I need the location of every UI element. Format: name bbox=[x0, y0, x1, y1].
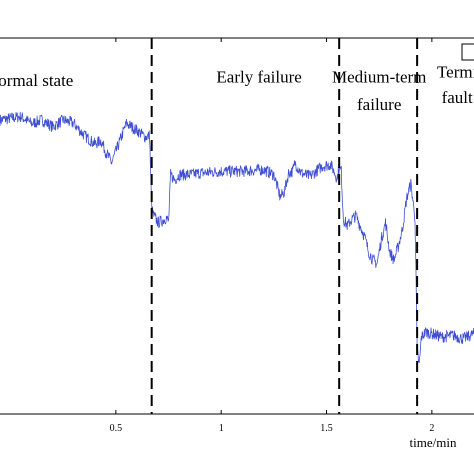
phase-label-1-0: Early failure bbox=[216, 67, 301, 86]
phase-label-3-0: Termi bbox=[437, 62, 474, 81]
phase-label-0-0: ormal state bbox=[0, 71, 73, 90]
phase-label-3-1: fault bbox=[442, 88, 473, 107]
series-line-0 bbox=[0, 111, 474, 364]
phase-label-2-0: Medium-term bbox=[332, 67, 426, 86]
x-axis-label: time/min bbox=[410, 435, 457, 450]
x-tick-label-1: 1 bbox=[219, 423, 224, 434]
plot-axes bbox=[0, 37, 474, 415]
series-layer bbox=[0, 111, 474, 364]
x-tick-label-2: 1.5 bbox=[320, 423, 333, 434]
x-tick-label-0: 0.5 bbox=[110, 423, 123, 434]
phase-boundary-layer bbox=[150, 38, 419, 414]
legend-box-fragment bbox=[461, 43, 474, 61]
x-tick-layer: 0.5 1 1.5 2 bbox=[110, 38, 434, 434]
phase-label-layer: ormal state Early failure Medium-term failu… bbox=[0, 62, 474, 113]
x-tick-label-3: 2 bbox=[429, 423, 434, 434]
phase-label-2-1: failure bbox=[357, 95, 401, 114]
